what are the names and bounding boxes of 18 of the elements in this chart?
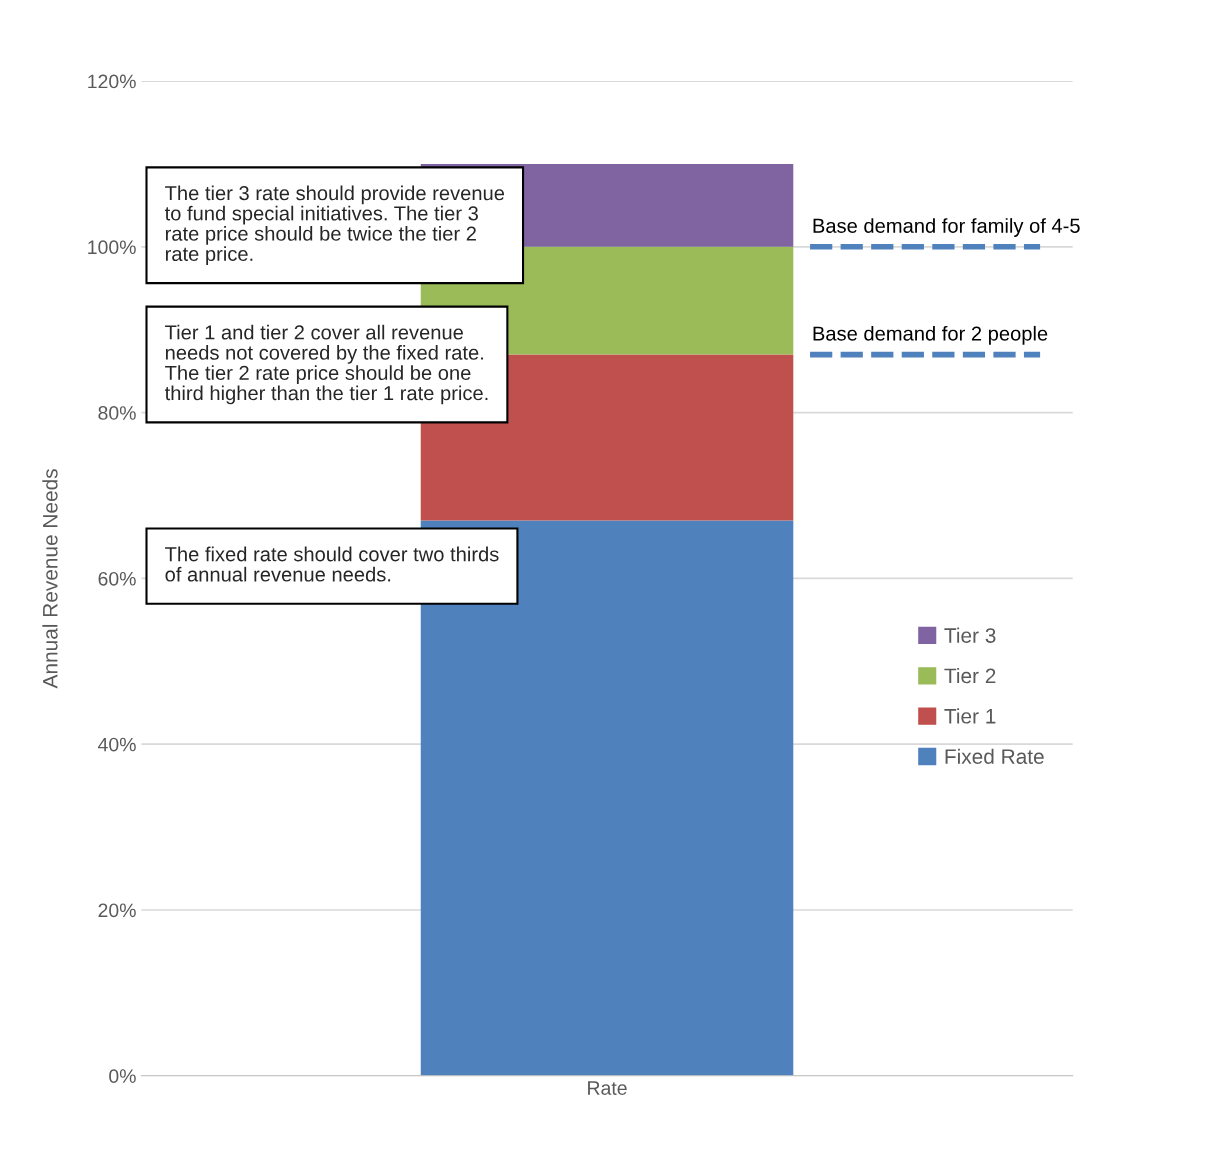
ref-line-label: Base demand for family of 4-5 <box>813 218 1080 237</box>
x-tick-label: Rate <box>588 1081 627 1095</box>
y-tick-label: 100% <box>88 240 136 255</box>
y-tick-label: 120% <box>88 74 136 89</box>
ref-line-label: Base demand for 2 people <box>813 325 1048 345</box>
legend-label: Tier 1 <box>944 708 996 724</box>
annotation: The tier 3 rate should provide revenue to fund special initiatives. The tier 3 rate price should be twice the tier 2 rate price. <box>164 185 505 265</box>
y-axis-title: Annual Revenue Needs <box>42 469 58 689</box>
y-tick-label: 0% <box>109 1069 136 1084</box>
annotation: Tier 1 and tier 2 cover all revenue needs not covered by the fixed rate. The tier 2 rate price should be one third higher than the tier 1 rate price. <box>164 324 488 405</box>
annotation: The fixed rate should cover two thirds of annual revenue needs. <box>165 546 499 582</box>
legend-label: Fixed Rate <box>945 748 1044 764</box>
y-tick-label: 40% <box>98 737 136 752</box>
legend-label: Tier 2 <box>944 667 996 684</box>
y-tick-label: 60% <box>98 571 136 586</box>
legend-label: Tier 3 <box>944 627 996 643</box>
y-tick-label: 80% <box>98 406 136 420</box>
y-tick-label: 20% <box>98 903 136 918</box>
